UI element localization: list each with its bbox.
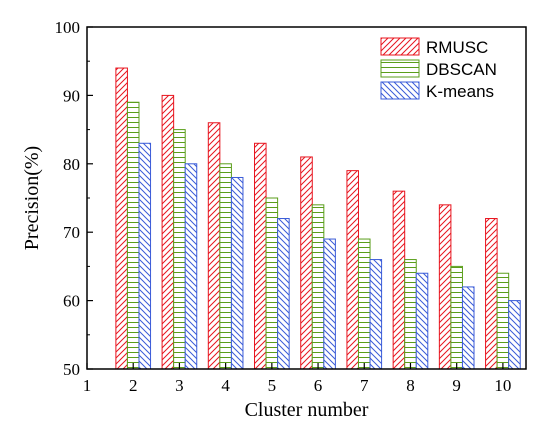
x-tick-label: 8: [406, 376, 415, 395]
bar-k-means-7: [369, 259, 383, 370]
bar-dbscan-7: [357, 238, 371, 370]
bar-rmusc-9: [438, 204, 452, 370]
y-tick-label: 70: [63, 223, 80, 242]
legend-swatch-dbscan: [380, 59, 420, 78]
x-tick-label: 1: [83, 376, 92, 395]
x-tick-label: 4: [221, 376, 230, 395]
bar-rmusc-2: [115, 67, 128, 370]
bar-k-means-9: [461, 286, 475, 370]
bar-rmusc-4: [207, 122, 221, 370]
bar-dbscan-9: [450, 265, 463, 370]
x-axis-label: Cluster number: [245, 399, 369, 421]
x-tick-label: 9: [452, 376, 461, 395]
bar-dbscan-10: [496, 272, 510, 370]
x-tick-label: 5: [268, 376, 277, 395]
x-tick-label: 7: [360, 376, 369, 395]
bar-rmusc-6: [300, 156, 313, 370]
legend-label-rmusc: RMUSC: [426, 38, 488, 57]
bar-rmusc-7: [346, 170, 359, 370]
bar-k-means-5: [277, 218, 290, 370]
bar-dbscan-3: [173, 129, 186, 370]
x-tick-label: 6: [314, 376, 323, 395]
legend-swatch-rmusc: [380, 37, 420, 56]
legend-label-dbscan: DBSCAN: [426, 60, 497, 79]
axes-layer: 1 2 3 4 5 6 7 8 9 10 50 60 70 80 90 100: [55, 18, 512, 395]
bar-dbscan-4: [219, 163, 232, 370]
bar-k-means-6: [323, 238, 336, 370]
bar-rmusc-5: [254, 142, 267, 370]
legend: RMUSC DBSCAN K-means: [380, 37, 497, 101]
bar-k-means-8: [415, 272, 429, 370]
bar-dbscan-6: [311, 204, 325, 370]
bar-k-means-2: [138, 142, 152, 370]
y-axis-label: Precision(%): [21, 146, 43, 250]
y-tick-label: 80: [63, 155, 80, 174]
bar-rmusc-10: [485, 218, 498, 370]
x-tick-label: 10: [494, 376, 511, 395]
bar-dbscan-8: [404, 259, 417, 370]
bar-dbscan-2: [126, 101, 140, 370]
x-tick-label: 2: [129, 376, 138, 395]
y-tick-label: 90: [63, 86, 80, 105]
bar-rmusc-8: [392, 190, 406, 370]
y-tick-label: 100: [55, 18, 81, 37]
legend-label-k-means: K-means: [426, 82, 494, 101]
legend-swatch-k-means: [380, 81, 420, 100]
bar-k-means-10: [508, 300, 521, 370]
y-tick-label: 60: [63, 292, 80, 311]
x-tick-label: 3: [175, 376, 184, 395]
bar-k-means-3: [184, 163, 198, 370]
bar-dbscan-5: [265, 197, 279, 370]
bar-rmusc-3: [161, 94, 175, 370]
bar-k-means-4: [230, 176, 244, 370]
y-tick-label: 50: [63, 360, 80, 379]
bars-layer: [115, 67, 521, 370]
